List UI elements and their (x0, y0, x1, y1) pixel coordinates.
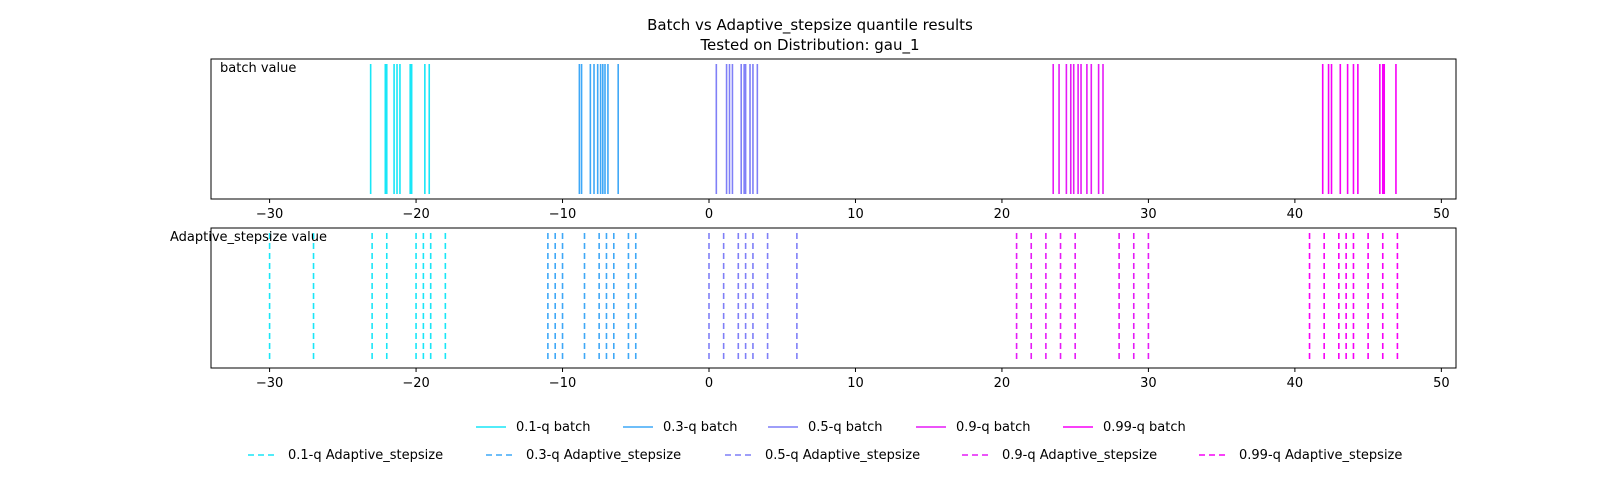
legend-item: 0.1-q batch (476, 420, 590, 435)
series-0-3-q-batch (578, 64, 619, 194)
panel-label: batch value (220, 61, 296, 76)
axes-frame (210, 58, 1457, 200)
x-tick-label: 10 (847, 207, 864, 222)
legend-item: 0.5-q batch (768, 420, 882, 435)
x-tick-label: 10 (847, 376, 864, 391)
series-0-9-q-batch (1052, 64, 1104, 194)
legend-item: 0.9-q batch (916, 420, 1030, 435)
series-0-1-q-batch (369, 64, 431, 194)
series-0-9-q-adaptive-stepsize (1015, 233, 1150, 363)
x-tick-label: 30 (1140, 207, 1157, 222)
chart-title: Batch vs Adaptive_stepsize quantile resu… (647, 16, 973, 35)
panel-batch: −30 −20 −10 0 10 20 30 40 50 batch value (210, 58, 1457, 222)
x-tick-label: 50 (1433, 207, 1450, 222)
legend-item: 0.5-q Adaptive_stepsize (725, 448, 920, 463)
legend-label: 0.1-q batch (516, 420, 590, 435)
x-tick-label: 0 (705, 207, 713, 222)
legend-label: 0.99-q batch (1103, 420, 1186, 435)
x-tick-label: −20 (402, 376, 429, 391)
panel-adaptive: −30 −20 −10 0 10 20 30 40 50 Adaptive_stepsize va… (170, 227, 1457, 391)
series-0-5-q-adaptive-stepsize (708, 233, 798, 363)
panel-label: Adaptive_stepsize value (170, 230, 327, 245)
x-tick-label: 20 (994, 207, 1011, 222)
legend-label: 0.5-q Adaptive_stepsize (765, 448, 920, 463)
legend-label: 0.3-q batch (663, 420, 737, 435)
x-tick-label: 20 (994, 376, 1011, 391)
x-tick-label: −10 (549, 207, 576, 222)
x-tick-label: −20 (402, 207, 429, 222)
legend-item: 0.3-q Adaptive_stepsize (486, 448, 681, 463)
legend-label: 0.9-q batch (956, 420, 1030, 435)
legend-item: 0.9-q Adaptive_stepsize (962, 448, 1157, 463)
series-0-99-q-batch (1321, 64, 1397, 194)
series-0-5-q-batch (715, 64, 759, 194)
x-tick-label: −30 (256, 376, 283, 391)
x-tick-label: 40 (1287, 376, 1304, 391)
legend-item: 0.99-q Adaptive_stepsize (1199, 448, 1402, 463)
axes-frame (210, 227, 1457, 369)
legend-label: 0.5-q batch (808, 420, 882, 435)
x-tick-label: 40 (1287, 207, 1304, 222)
series-0-3-q-adaptive-stepsize (547, 233, 637, 363)
x-tick-label: 50 (1433, 376, 1450, 391)
chart-subtitle: Tested on Distribution: gau_1 (699, 36, 919, 55)
x-tick-label: −10 (549, 376, 576, 391)
series-0-99-q-adaptive-stepsize (1308, 233, 1399, 363)
legend-item: 0.3-q batch (623, 420, 737, 435)
series-0-1-q-adaptive-stepsize (268, 233, 447, 363)
legend-item: 0.1-q Adaptive_stepsize (248, 448, 443, 463)
x-tick-label: 0 (705, 376, 713, 391)
x-tick-label: 30 (1140, 376, 1157, 391)
legend-item: 0.99-q batch (1063, 420, 1186, 435)
legend-label: 0.99-q Adaptive_stepsize (1239, 448, 1402, 463)
legend-label: 0.3-q Adaptive_stepsize (526, 448, 681, 463)
x-tick-label: −30 (256, 207, 283, 222)
legend-label: 0.9-q Adaptive_stepsize (1002, 448, 1157, 463)
legend-label: 0.1-q Adaptive_stepsize (288, 448, 443, 463)
